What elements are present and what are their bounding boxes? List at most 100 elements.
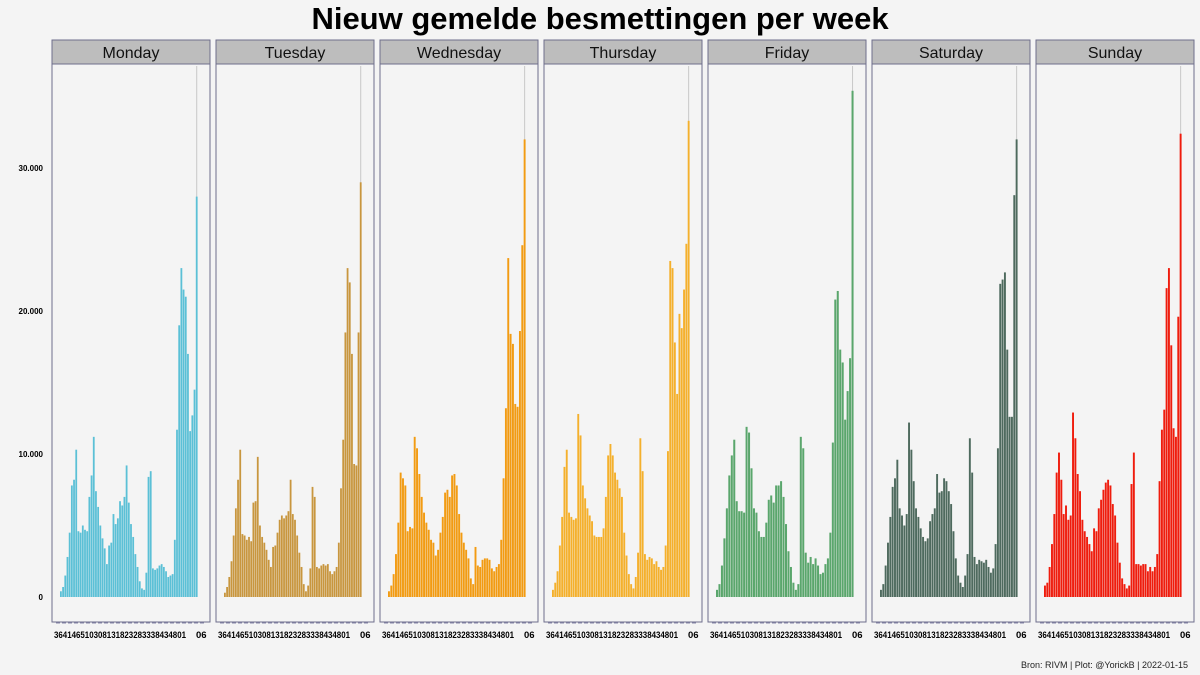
bar [406, 531, 409, 597]
bar [919, 528, 922, 597]
bar [1118, 562, 1121, 597]
x-tick-labels: 364146510308131823283338434801 [1038, 630, 1171, 641]
bar [162, 566, 165, 597]
bar [738, 511, 741, 597]
facet-label: Thursday [590, 45, 657, 62]
bar [950, 504, 953, 597]
bar [1107, 479, 1110, 597]
bar [237, 479, 239, 597]
bar [591, 521, 593, 597]
bar [1072, 412, 1074, 597]
bar [335, 566, 338, 597]
bar [777, 485, 780, 597]
bar [561, 516, 564, 597]
bar [1160, 429, 1163, 597]
bar [423, 512, 425, 597]
bar [797, 584, 800, 597]
bar [1081, 519, 1084, 597]
bar [968, 438, 971, 597]
facet-label: Wednesday [417, 45, 501, 62]
bar [479, 566, 482, 597]
bar [86, 531, 89, 597]
bar [987, 566, 990, 597]
bar [1067, 519, 1070, 597]
bar [141, 588, 143, 597]
bar [252, 502, 255, 597]
x-tick-labels: 364146510308131823283338434801 [710, 630, 843, 641]
bar [75, 449, 78, 597]
bar [644, 554, 646, 597]
bar [342, 439, 345, 597]
bar [685, 243, 688, 598]
bar [831, 442, 834, 597]
bar [1069, 515, 1072, 597]
bar [556, 571, 559, 597]
bar [1097, 508, 1100, 597]
bar [294, 519, 296, 597]
bar [961, 586, 964, 597]
bar [195, 196, 198, 597]
bar [775, 485, 778, 597]
bar [740, 511, 743, 597]
bar [851, 90, 854, 597]
bar [1130, 484, 1133, 597]
bar [488, 559, 491, 597]
bar [1123, 584, 1126, 597]
bar [1137, 564, 1140, 597]
bar [554, 582, 557, 597]
bar [189, 431, 192, 597]
bar [409, 526, 411, 597]
bar [359, 182, 362, 598]
bar [812, 564, 815, 597]
bar [789, 566, 792, 597]
bar [274, 545, 277, 597]
bar [595, 536, 598, 597]
bar [683, 289, 685, 597]
bar [1151, 571, 1154, 597]
bar [887, 542, 889, 597]
bar [980, 561, 983, 597]
bar [399, 472, 402, 597]
bar [119, 501, 121, 597]
bar [780, 481, 783, 597]
bar [176, 429, 178, 597]
bar [404, 485, 407, 597]
bar [245, 539, 248, 597]
bar [149, 471, 152, 597]
bar [1139, 565, 1142, 597]
bar [627, 574, 630, 597]
bar [1003, 272, 1006, 597]
bar [316, 566, 318, 597]
bar [648, 556, 651, 597]
facet-strip [1035, 39, 1195, 65]
bar [90, 475, 93, 597]
bar [64, 575, 67, 597]
bar [609, 443, 612, 597]
bar [1015, 139, 1018, 597]
bar [191, 415, 194, 597]
bar [807, 562, 810, 597]
bar [169, 575, 172, 597]
bar [130, 524, 132, 597]
bar [836, 290, 839, 597]
bar [143, 589, 146, 597]
bar [1116, 542, 1119, 597]
bar [748, 432, 751, 597]
bar [1167, 268, 1170, 597]
bar [432, 542, 435, 597]
bar [966, 554, 969, 597]
bar [125, 465, 128, 597]
bar [187, 353, 189, 597]
bar [618, 488, 621, 597]
bar [309, 568, 312, 597]
bar [230, 561, 233, 597]
y-tick-label: 20.000 [19, 307, 44, 316]
bar [239, 449, 242, 597]
bar [936, 474, 939, 597]
bar [1104, 482, 1107, 597]
bar [657, 566, 660, 597]
bar [973, 556, 976, 597]
bar [834, 299, 837, 597]
bar [912, 481, 915, 597]
bar [1008, 416, 1011, 597]
